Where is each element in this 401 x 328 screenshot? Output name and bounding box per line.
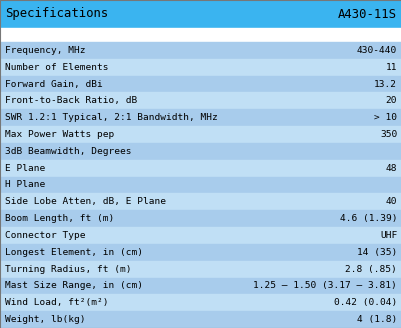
Text: Number of Elements: Number of Elements (5, 63, 108, 72)
Text: 2.8 (.85): 2.8 (.85) (344, 265, 396, 274)
Text: Longest Element, in (cm): Longest Element, in (cm) (5, 248, 142, 257)
Bar (0, 143, 401, 160)
Bar (0, 176, 401, 194)
Bar (0, 244, 401, 261)
Text: Weight, lb(kg): Weight, lb(kg) (5, 315, 85, 324)
Bar (0, 311, 401, 328)
Text: 1.25 – 1.50 (3.17 – 3.81): 1.25 – 1.50 (3.17 – 3.81) (253, 281, 396, 290)
Text: 430-440: 430-440 (356, 46, 396, 55)
Text: 13.2: 13.2 (373, 80, 396, 89)
Bar (0, 194, 401, 210)
Text: UHF: UHF (379, 231, 396, 240)
Text: E Plane: E Plane (5, 164, 45, 173)
Bar (0, 126, 401, 143)
Bar (0, 227, 401, 244)
Bar (0, 59, 401, 76)
Bar (0, 277, 401, 294)
Text: Connector Type: Connector Type (5, 231, 85, 240)
Text: Forward Gain, dBi: Forward Gain, dBi (5, 80, 102, 89)
Bar (0, 76, 401, 92)
Text: A430-11S: A430-11S (337, 8, 396, 20)
Bar (0, 261, 401, 277)
Text: 40: 40 (385, 197, 396, 206)
Text: 0.42 (0.04): 0.42 (0.04) (333, 298, 396, 307)
Text: Side Lobe Atten, dB, E Plane: Side Lobe Atten, dB, E Plane (5, 197, 165, 206)
Text: Max Power Watts pep: Max Power Watts pep (5, 130, 114, 139)
Text: Boom Length, ft (m): Boom Length, ft (m) (5, 214, 114, 223)
Text: 11: 11 (385, 63, 396, 72)
Text: Front-to-Back Ratio, dB: Front-to-Back Ratio, dB (5, 96, 137, 105)
Bar (0, 109, 401, 126)
Text: Turning Radius, ft (m): Turning Radius, ft (m) (5, 265, 131, 274)
Bar (0, 0, 401, 28)
Bar (0, 294, 401, 311)
Bar (0, 42, 401, 59)
Text: Frequency, MHz: Frequency, MHz (5, 46, 85, 55)
Text: 14 (35): 14 (35) (356, 248, 396, 257)
Text: 350: 350 (379, 130, 396, 139)
Text: Mast Size Range, in (cm): Mast Size Range, in (cm) (5, 281, 142, 290)
Text: 4 (1.8): 4 (1.8) (356, 315, 396, 324)
Text: SWR 1.2:1 Typical, 2:1 Bandwidth, MHz: SWR 1.2:1 Typical, 2:1 Bandwidth, MHz (5, 113, 217, 122)
Text: 4.6 (1.39): 4.6 (1.39) (339, 214, 396, 223)
Bar (0, 28, 401, 42)
Text: 3dB Beamwidth, Degrees: 3dB Beamwidth, Degrees (5, 147, 131, 156)
Bar (0, 92, 401, 109)
Text: Wind Load, ft²(m²): Wind Load, ft²(m²) (5, 298, 108, 307)
Bar (0, 160, 401, 176)
Text: Specifications: Specifications (5, 8, 108, 20)
Text: 20: 20 (385, 96, 396, 105)
Text: 48: 48 (385, 164, 396, 173)
Bar (0, 210, 401, 227)
Text: > 10: > 10 (373, 113, 396, 122)
Text: H Plane: H Plane (5, 180, 45, 190)
